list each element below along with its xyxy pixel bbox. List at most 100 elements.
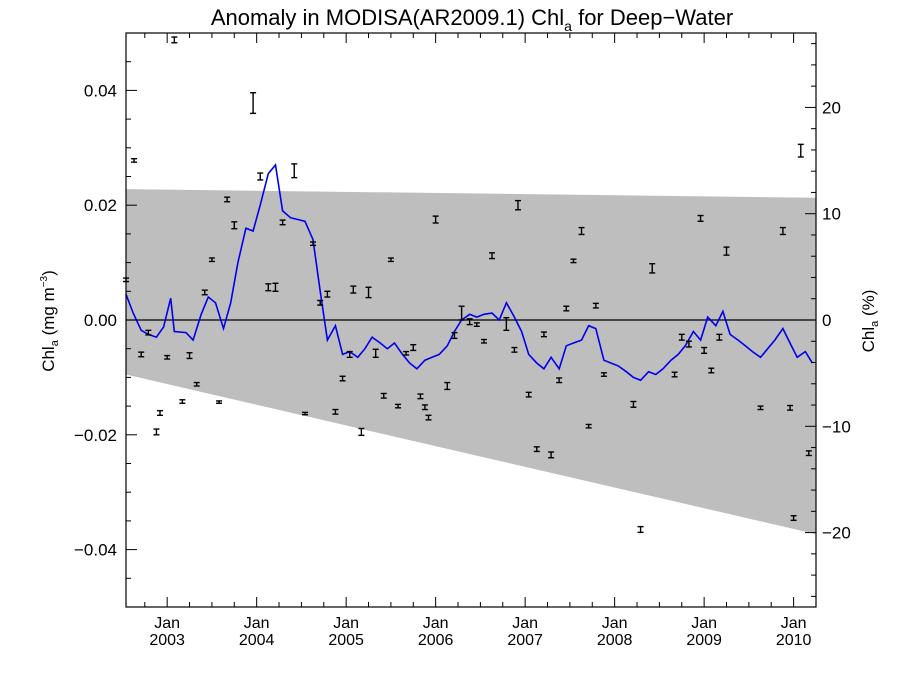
errorbar-point (708, 367, 715, 374)
errorbar-point (395, 403, 402, 409)
y-left-tick-label: −0.04 (74, 541, 117, 560)
errorbar-point (358, 427, 365, 437)
errorbar-point (339, 375, 346, 382)
errorbar-point (231, 221, 238, 230)
errorbar-point (317, 299, 324, 306)
errorbar-point (425, 414, 432, 421)
errorbar-point (637, 525, 644, 534)
plot-area (123, 32, 817, 608)
errorbar-point (514, 199, 521, 211)
errorbar-point (473, 322, 480, 328)
errorbar-point (193, 381, 200, 387)
x-tick-month-label: Jan (512, 615, 538, 632)
x-tick-month-label: Jan (423, 615, 449, 632)
errorbar-point (548, 451, 555, 459)
errorbar-point (630, 400, 637, 408)
y-left-tick-label: 0.00 (84, 311, 117, 330)
errorbar-point (525, 391, 532, 398)
errorbar-point (570, 258, 577, 264)
errorbar-point (380, 392, 387, 399)
errorbar-point (563, 305, 570, 312)
errorbar-point (540, 331, 547, 338)
errorbar-point (790, 515, 797, 522)
errorbar-point (216, 400, 223, 404)
errorbar-point (671, 371, 678, 378)
uncertainty-band (126, 189, 816, 535)
errorbar-point (592, 302, 599, 309)
errorbar-point (332, 408, 339, 415)
errorbar-point (417, 393, 424, 400)
x-tick-month-label: Jan (333, 615, 359, 632)
errorbar-point (324, 290, 331, 298)
errorbar-point (164, 354, 171, 360)
errorbar-point (421, 404, 428, 411)
errorbar-point (556, 377, 563, 384)
errorbar-point (272, 282, 279, 292)
x-tick-year-label: 2005 (328, 632, 364, 649)
errorbar-point (310, 241, 317, 247)
x-tick-month-label: Jan (154, 615, 180, 632)
y-axis-label-right: Chla (%) (859, 290, 881, 353)
errorbar-point (716, 333, 723, 341)
errorbar-point (201, 289, 208, 296)
errorbar-point (432, 215, 439, 224)
errorbar-point (805, 450, 812, 457)
errorbar-point (697, 214, 704, 222)
errorbar-point (208, 257, 215, 263)
errorbar-point (372, 348, 379, 359)
x-axis: Jan2003Jan2004Jan2005Jan2006Jan2007Jan20… (144, 33, 817, 649)
y-right-tick-label: 20 (822, 98, 841, 117)
x-tick-year-label: 2003 (149, 632, 185, 649)
x-tick-year-label: 2009 (686, 632, 722, 649)
errorbar-point (157, 409, 164, 416)
x-tick-month-label: Jan (691, 615, 717, 632)
errorbar-point (503, 317, 510, 332)
errorbar-point (458, 305, 465, 321)
y-left-tick-label: 0.04 (84, 81, 117, 100)
errorbar-point (511, 346, 518, 353)
x-tick-year-label: 2007 (507, 632, 543, 649)
errorbar-point (678, 333, 685, 341)
errorbar-point (387, 257, 394, 263)
x-tick-month-label: Jan (781, 615, 807, 632)
x-tick-year-label: 2010 (776, 632, 812, 649)
y-right-tick-label: 0 (822, 311, 831, 330)
x-tick-year-label: 2004 (239, 632, 275, 649)
errorbar-points (123, 36, 812, 534)
errorbar-point (131, 158, 138, 163)
errorbar-point (410, 343, 417, 352)
errorbar-point (138, 351, 145, 358)
errorbar-point (346, 350, 353, 359)
errorbar-point (279, 219, 286, 226)
chart-title: Anomaly in MODISA(AR2009.1) Chla for Dee… (211, 5, 733, 34)
x-tick-month-label: Jan (244, 615, 270, 632)
errorbar-point (301, 411, 308, 416)
errorbar-point (257, 172, 264, 181)
x-tick-month-label: Jan (602, 615, 628, 632)
y-right-tick-label: −10 (822, 417, 851, 436)
series-line (125, 163, 814, 382)
errorbar-point (265, 283, 272, 292)
errorbar-point (403, 350, 410, 356)
errorbar-point (350, 285, 357, 294)
errorbar-point (723, 246, 730, 256)
errorbar-point (757, 405, 764, 411)
errorbar-point (779, 226, 786, 236)
y-left-tick-label: 0.02 (84, 196, 117, 215)
errorbar-point (250, 91, 257, 115)
errorbar-point (701, 346, 708, 354)
y-right-tick-label: 10 (822, 205, 841, 224)
errorbar-point (480, 338, 487, 344)
errorbar-point (600, 372, 607, 377)
y-axis-right: 20 10 0 −10 −20 (805, 43, 851, 597)
errorbar-point (466, 318, 473, 326)
errorbar-point (649, 263, 656, 274)
errorbar-point (365, 286, 372, 299)
errorbar-point (578, 226, 585, 236)
errorbar-point (171, 36, 178, 44)
errorbar-point (797, 143, 804, 158)
errorbar-point (444, 381, 451, 391)
errorbar-point (787, 404, 794, 411)
errorbar-point (685, 340, 692, 348)
